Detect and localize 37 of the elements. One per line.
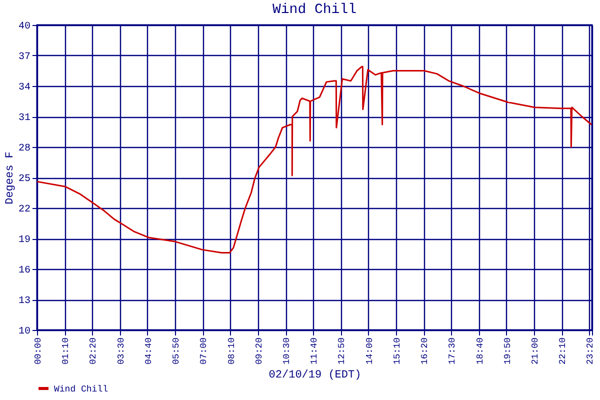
x-tick-label: 00:00 bbox=[34, 338, 44, 365]
y-tick-label: 40 bbox=[18, 22, 30, 32]
x-tick-label: 22:10 bbox=[558, 338, 568, 365]
x-tick-label: 15:10 bbox=[392, 338, 402, 365]
y-tick-label: 19 bbox=[18, 235, 30, 246]
y-tick-label: 25 bbox=[18, 174, 30, 185]
y-tick-label: 31 bbox=[18, 113, 30, 124]
x-tick-label: 10:30 bbox=[282, 338, 292, 365]
x-tick-label: 04:40 bbox=[144, 338, 154, 365]
y-tick-label: 28 bbox=[18, 144, 30, 154]
x-tick-label: 16:20 bbox=[420, 338, 430, 365]
x-tick-label: 14:00 bbox=[364, 338, 375, 365]
chart-title: Wind Chill bbox=[272, 2, 357, 18]
y-tick-label: 22 bbox=[18, 204, 30, 216]
y-tick-label: 16 bbox=[18, 266, 30, 276]
x-tick-label: 17:30 bbox=[448, 338, 458, 365]
y-tick-label: 34 bbox=[18, 82, 30, 94]
x-tick-label: 08:10 bbox=[226, 338, 237, 365]
x-tick-label: 02:20 bbox=[88, 338, 99, 365]
x-tick-label: 23:20 bbox=[586, 338, 596, 365]
y-tick-label: 10 bbox=[18, 326, 30, 338]
legend-label: Wind Chill bbox=[54, 384, 108, 394]
y-tick-label: 37 bbox=[18, 52, 30, 63]
x-tick-label: 01:10 bbox=[61, 338, 72, 365]
line-series bbox=[36, 66, 592, 254]
x-axis-title: 02/10/19 (EDT) bbox=[268, 370, 362, 382]
x-tick-label: 11:40 bbox=[310, 338, 320, 365]
x-tick-label: 03:30 bbox=[116, 338, 126, 365]
x-tick-label: 07:00 bbox=[199, 338, 210, 365]
x-tick-label: 05:50 bbox=[172, 338, 182, 365]
y-axis-title: Degees F bbox=[4, 152, 16, 204]
x-tick-label: 21:00 bbox=[530, 338, 541, 365]
x-tick-label: 12:50 bbox=[337, 338, 348, 365]
y-tick-label: 13 bbox=[18, 296, 30, 307]
x-tick-label: 18:40 bbox=[475, 338, 486, 365]
x-tick-label: 09:20 bbox=[254, 338, 264, 365]
x-tick-label: 19:50 bbox=[502, 338, 513, 365]
